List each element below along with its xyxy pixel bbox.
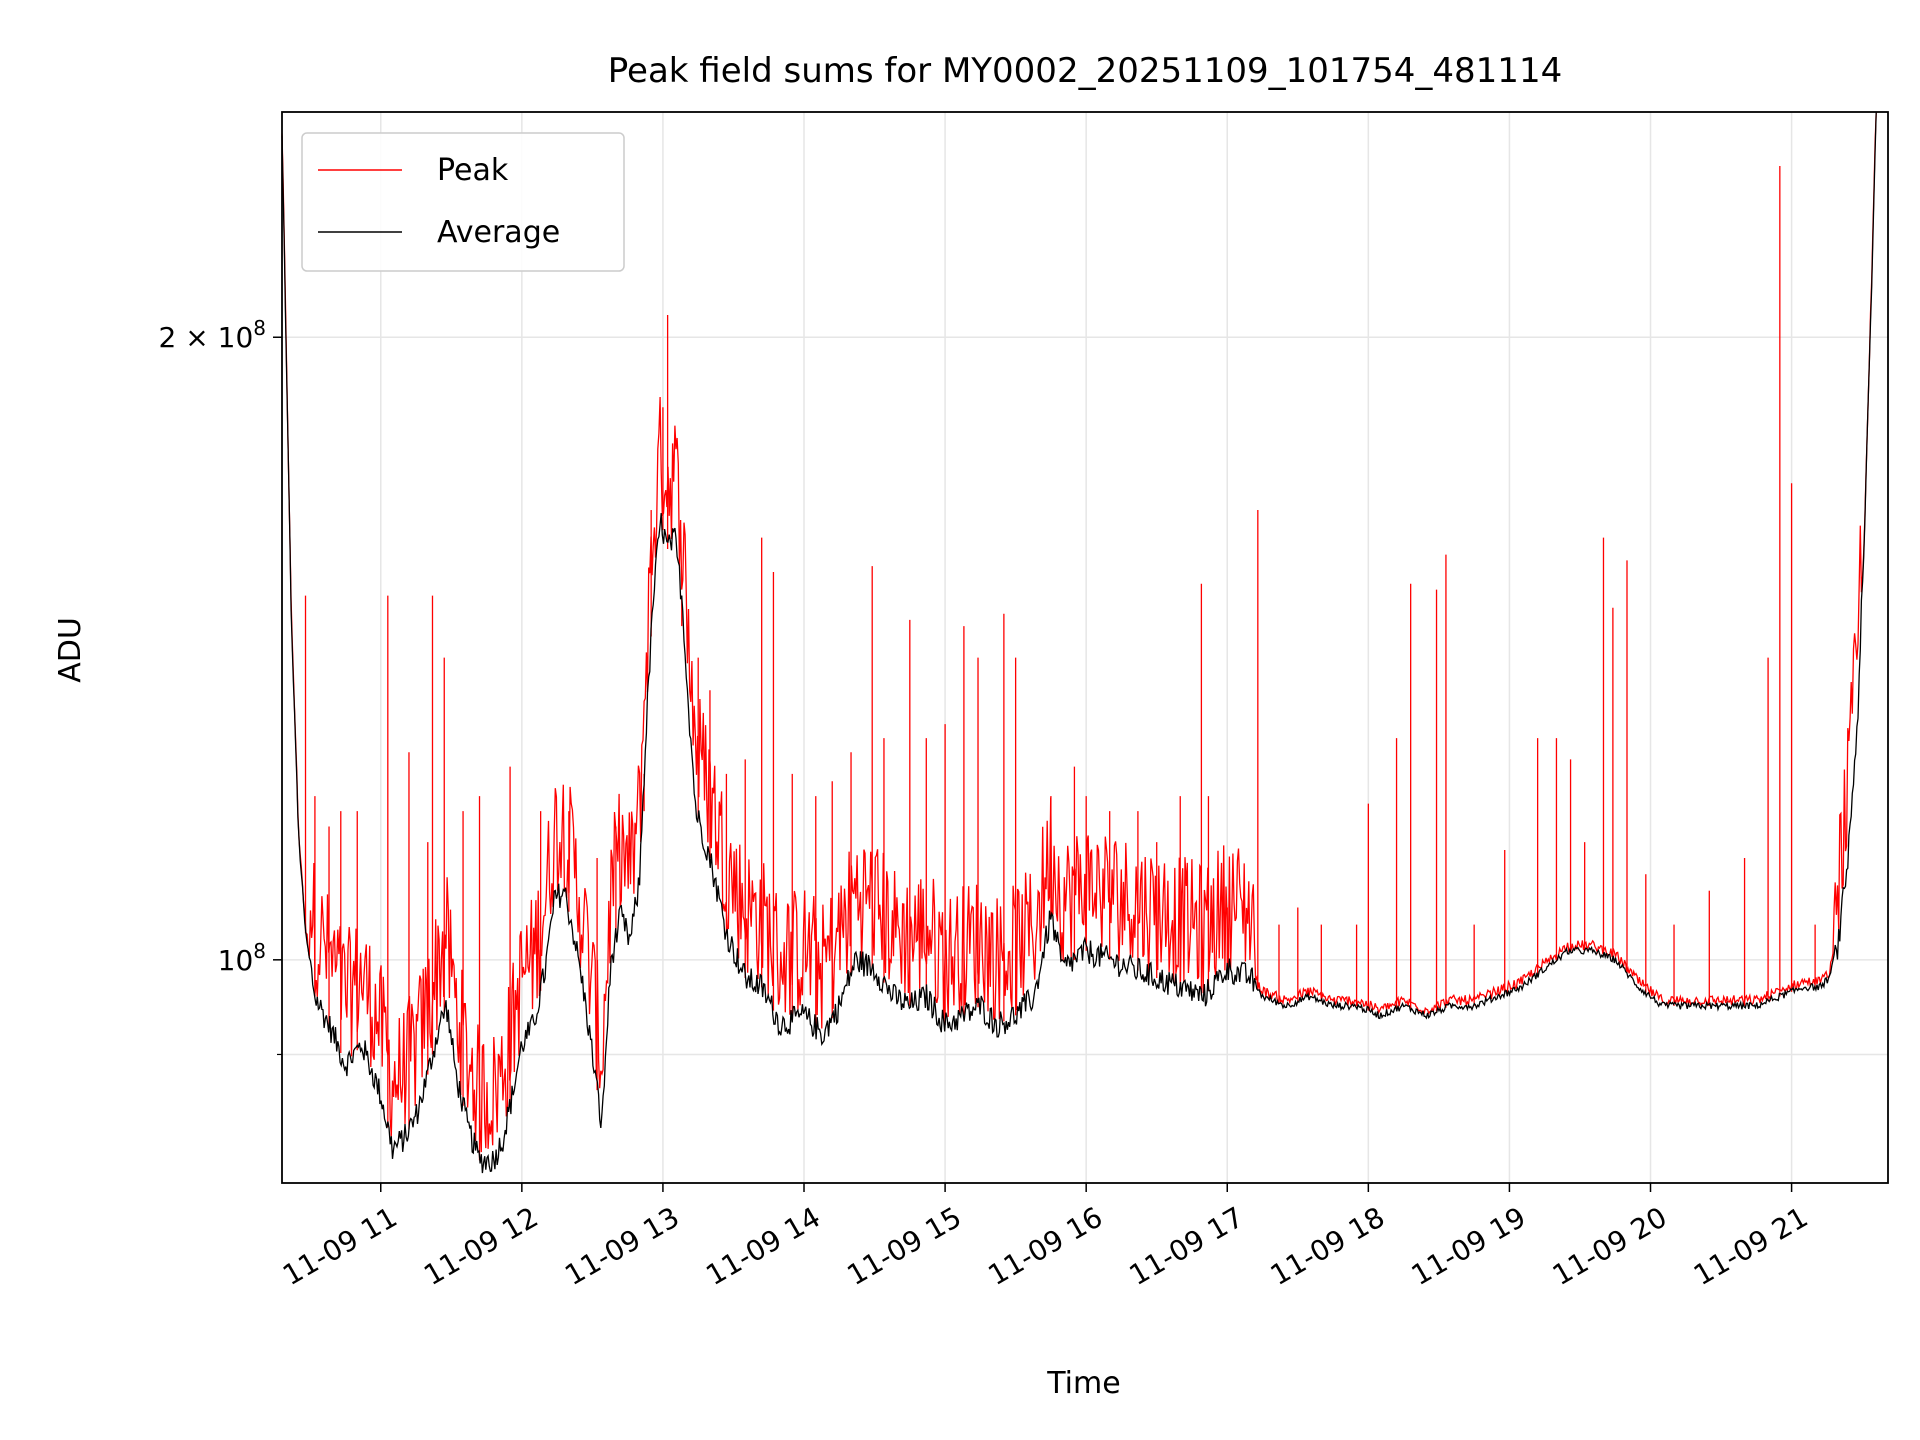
x-axis-label: Time [1046, 1366, 1120, 1401]
average-line [281, 111, 1877, 1174]
legend-label-average: Average [437, 215, 560, 250]
chart-title: Peak field sums for MY0002_20251109_1017… [608, 51, 1562, 91]
y-axis-label: ADU [53, 617, 88, 683]
series-layer [281, 111, 1877, 1174]
legend: Peak Average [301, 132, 625, 272]
y-tick-label: 2 × 108 [159, 316, 266, 354]
peak-line [281, 111, 1877, 1153]
legend-box [301, 132, 625, 272]
legend-label-peak: Peak [437, 153, 509, 188]
plot-frame [281, 111, 1889, 1184]
